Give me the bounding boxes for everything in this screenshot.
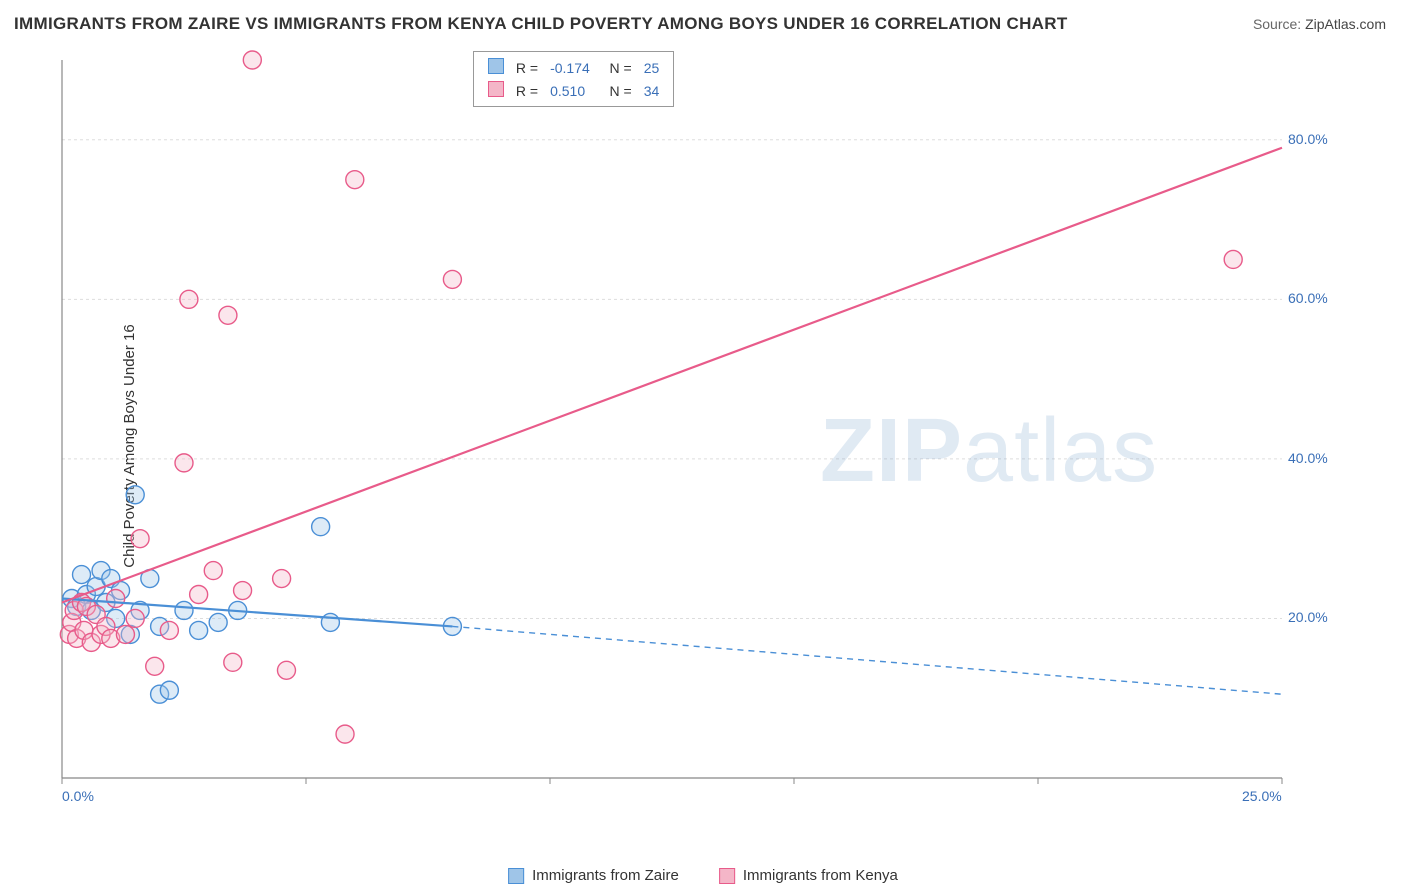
n-label: N = — [596, 79, 638, 102]
legend-item-zaire: Immigrants from Zaire — [508, 867, 679, 884]
y-tick-label: 80.0% — [1288, 131, 1328, 147]
n-label: N = — [596, 56, 638, 79]
n-value: 34 — [638, 79, 666, 102]
y-tick-label: 40.0% — [1288, 450, 1328, 466]
x-tick-label: 25.0% — [1242, 788, 1282, 804]
legend-swatch — [719, 868, 735, 884]
y-tick-label: 20.0% — [1288, 609, 1328, 625]
correlation-legend: R =-0.174 N =25 R =0.510 N =34 — [473, 51, 674, 107]
legend-item-kenya: Immigrants from Kenya — [719, 867, 898, 884]
source-value: ZipAtlas.com — [1305, 16, 1386, 32]
source-attribution: Source: ZipAtlas.com — [1253, 16, 1386, 32]
y-tick-label: 60.0% — [1288, 290, 1328, 306]
r-value: 0.510 — [544, 79, 596, 102]
legend-swatch — [488, 81, 504, 97]
series-legend: Immigrants from Zaire Immigrants from Ken… — [508, 867, 898, 884]
chart-title: IMMIGRANTS FROM ZAIRE VS IMMIGRANTS FROM… — [14, 14, 1068, 34]
r-label: R = — [510, 79, 544, 102]
legend-swatch — [488, 58, 504, 74]
r-label: R = — [510, 56, 544, 79]
legend-swatch — [508, 868, 524, 884]
r-value: -0.174 — [544, 56, 596, 79]
source-label: Source: — [1253, 16, 1301, 32]
n-value: 25 — [638, 56, 666, 79]
x-tick-label: 0.0% — [62, 788, 94, 804]
legend-label: Immigrants from Kenya — [743, 867, 898, 884]
scatter-plot — [52, 50, 1332, 808]
legend-label: Immigrants from Zaire — [532, 867, 679, 884]
plot-area: ZIPatlas R =-0.174 N =25R =0.510 N =34 0… — [52, 50, 1372, 828]
